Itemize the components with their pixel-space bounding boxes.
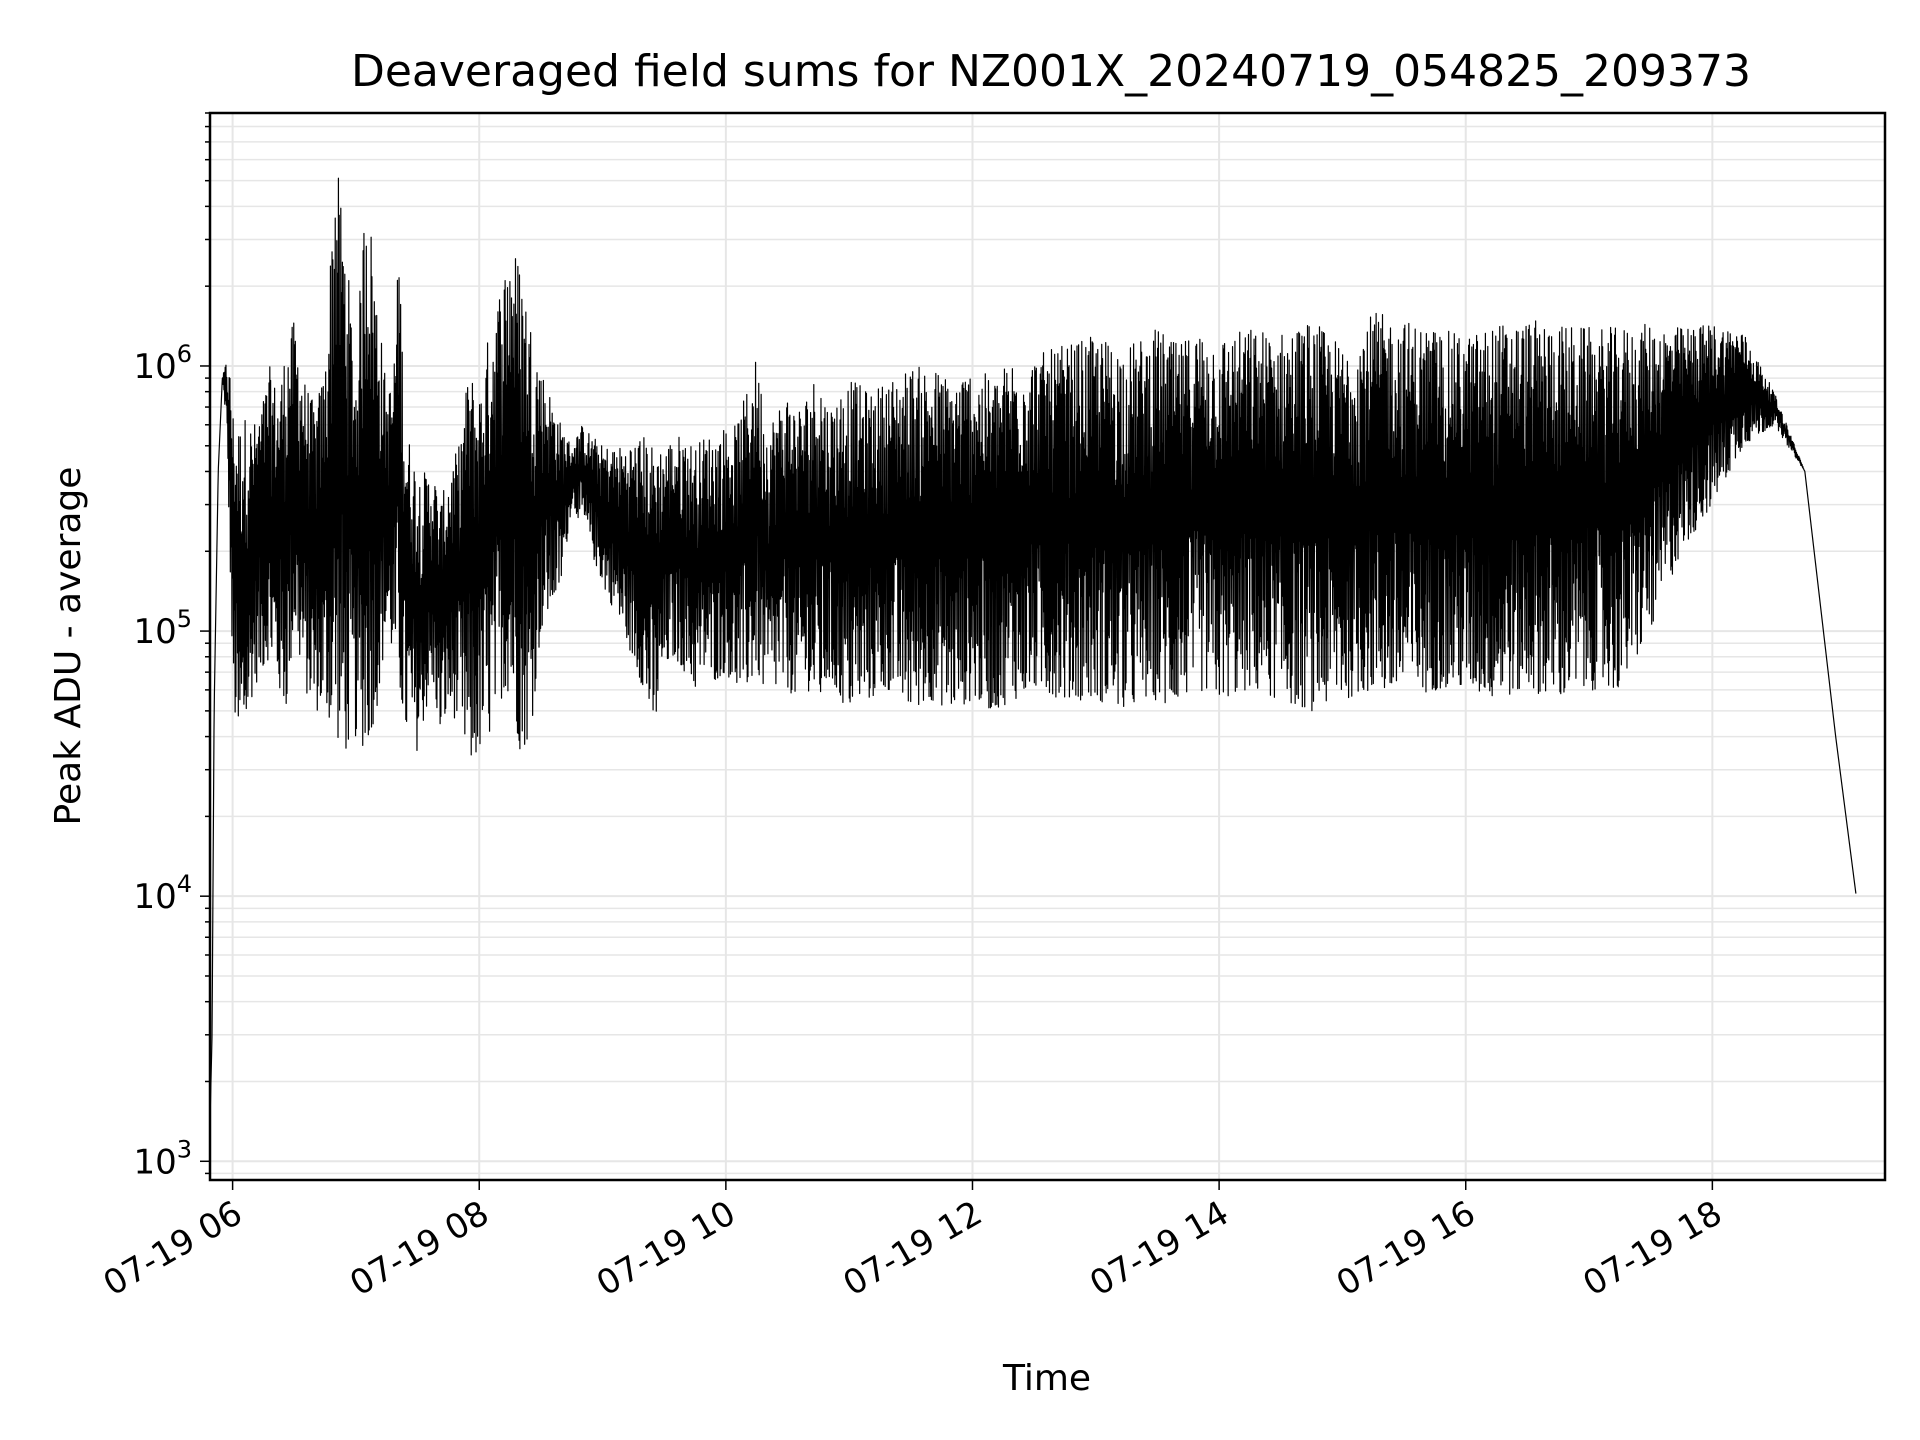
y-axis-label: Peak ADU - average (48, 467, 89, 826)
y-tick-label: 105 (133, 605, 192, 652)
series-area (209, 177, 1857, 1123)
y-tick-label: 104 (133, 870, 192, 917)
y-tick-label: 103 (133, 1135, 192, 1182)
x-axis-label: Time (1002, 1358, 1091, 1399)
chart-title: Deaveraged field sums for NZ001X_2024071… (351, 46, 1751, 97)
series-line (209, 177, 1857, 1123)
plot-frame (208, 111, 1887, 1182)
y-tick-label: 106 (133, 340, 192, 387)
